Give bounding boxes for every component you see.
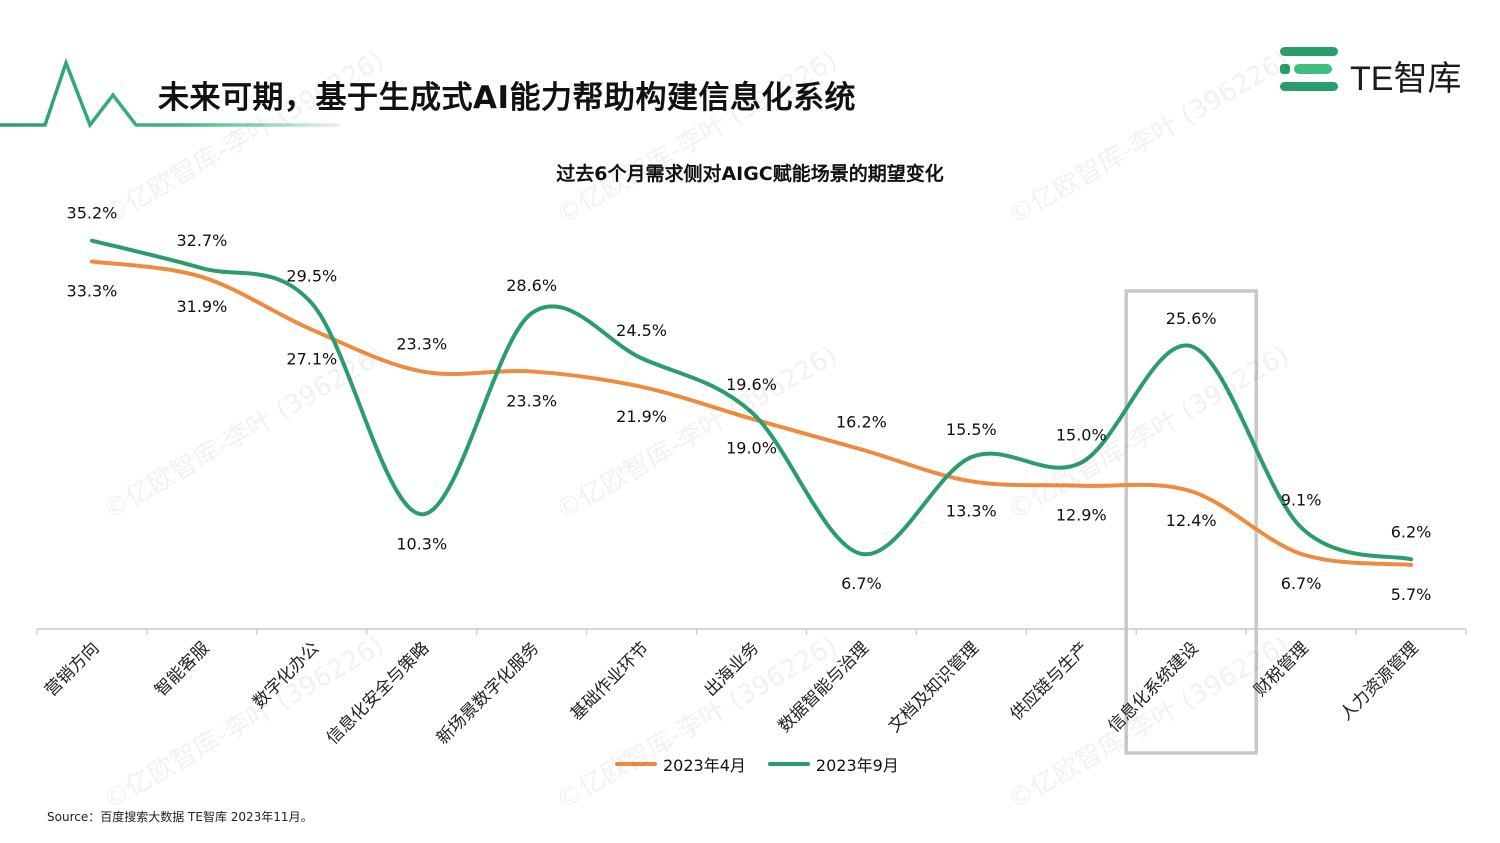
data-label-september: 28.6% <box>506 276 557 295</box>
x-tick-label: 数字化办公 <box>249 638 323 712</box>
x-tick-label: 基础作业环节 <box>567 638 653 724</box>
data-label-april: 33.3% <box>67 282 118 301</box>
data-label-april: 19.0% <box>726 439 777 458</box>
data-label-september: 9.1% <box>1281 490 1322 509</box>
x-tick-label: 供应链与生产 <box>1007 638 1093 724</box>
source-note: Source：百度搜索大数据 TE智库 2023年11月。 <box>47 810 313 824</box>
x-tick-label: 营销方向 <box>41 638 103 700</box>
data-label-september: 15.5% <box>946 420 997 439</box>
legend-swatch-september <box>767 762 810 766</box>
chart-title: 过去6个月需求侧对AIGC赋能场景的期望变化 <box>556 163 944 185</box>
data-label-september: 10.3% <box>396 534 447 553</box>
data-label-april: 31.9% <box>176 297 227 316</box>
pulse-line-decoration <box>0 57 340 129</box>
data-label-april: 16.2% <box>836 412 887 431</box>
data-label-september: 6.7% <box>841 574 882 593</box>
x-tick-label: 财税管理 <box>1250 638 1312 700</box>
data-label-april: 6.7% <box>1281 574 1322 593</box>
te-logo: TE智库 <box>1278 45 1478 98</box>
data-label-september: 24.5% <box>616 321 667 340</box>
page-title: 未来可期，基于生成式AI能力帮助构建信息化系统 <box>158 80 857 116</box>
data-label-september: 29.5% <box>286 266 337 285</box>
data-label-september: 35.2% <box>67 204 118 223</box>
chart-legend: 2023年4月 2023年9月 <box>615 753 921 775</box>
x-tick-label: 信息化安全与策略 <box>323 638 433 748</box>
x-tick-label: 智能客服 <box>151 638 213 700</box>
x-tick-label: 出海业务 <box>701 638 763 700</box>
data-label-april: 13.3% <box>946 501 997 520</box>
highlight-box <box>1124 289 1258 755</box>
series-line-april <box>89 259 1414 567</box>
x-tick-label: 人力资源管理 <box>1336 638 1422 724</box>
x-tick-label: 数据智能与治理 <box>775 638 873 736</box>
legend-item-april: 2023年4月 <box>615 752 746 776</box>
data-label-april: 12.9% <box>1056 506 1107 525</box>
data-label-september: 15.0% <box>1056 426 1107 445</box>
data-label-april: 27.1% <box>286 350 337 369</box>
data-label-april: 5.7% <box>1391 585 1432 604</box>
data-label-april: 21.9% <box>616 407 667 426</box>
data-label-september: 32.7% <box>176 231 227 250</box>
legend-item-september: 2023年9月 <box>767 752 899 776</box>
legend-label-april: 2023年4月 <box>663 756 746 775</box>
data-label-april: 23.3% <box>396 334 447 353</box>
legend-swatch-april <box>615 762 657 766</box>
data-label-april: 23.3% <box>506 391 557 410</box>
te-logo-icon <box>1280 47 1338 91</box>
data-label-september: 25.6% <box>1166 309 1217 328</box>
x-tick-label: 新场景数字化服务 <box>433 638 543 748</box>
data-label-april: 12.4% <box>1166 511 1217 530</box>
legend-label-september: 2023年9月 <box>815 756 899 775</box>
x-tick-label: 信息化系统建设 <box>1104 638 1202 736</box>
data-label-september: 6.2% <box>1391 522 1432 541</box>
logo-text: TE智库 <box>1350 60 1462 98</box>
series-line-september <box>89 238 1414 562</box>
x-tick-label: 文档及知识管理 <box>885 638 983 736</box>
data-label-september: 19.6% <box>726 375 777 394</box>
